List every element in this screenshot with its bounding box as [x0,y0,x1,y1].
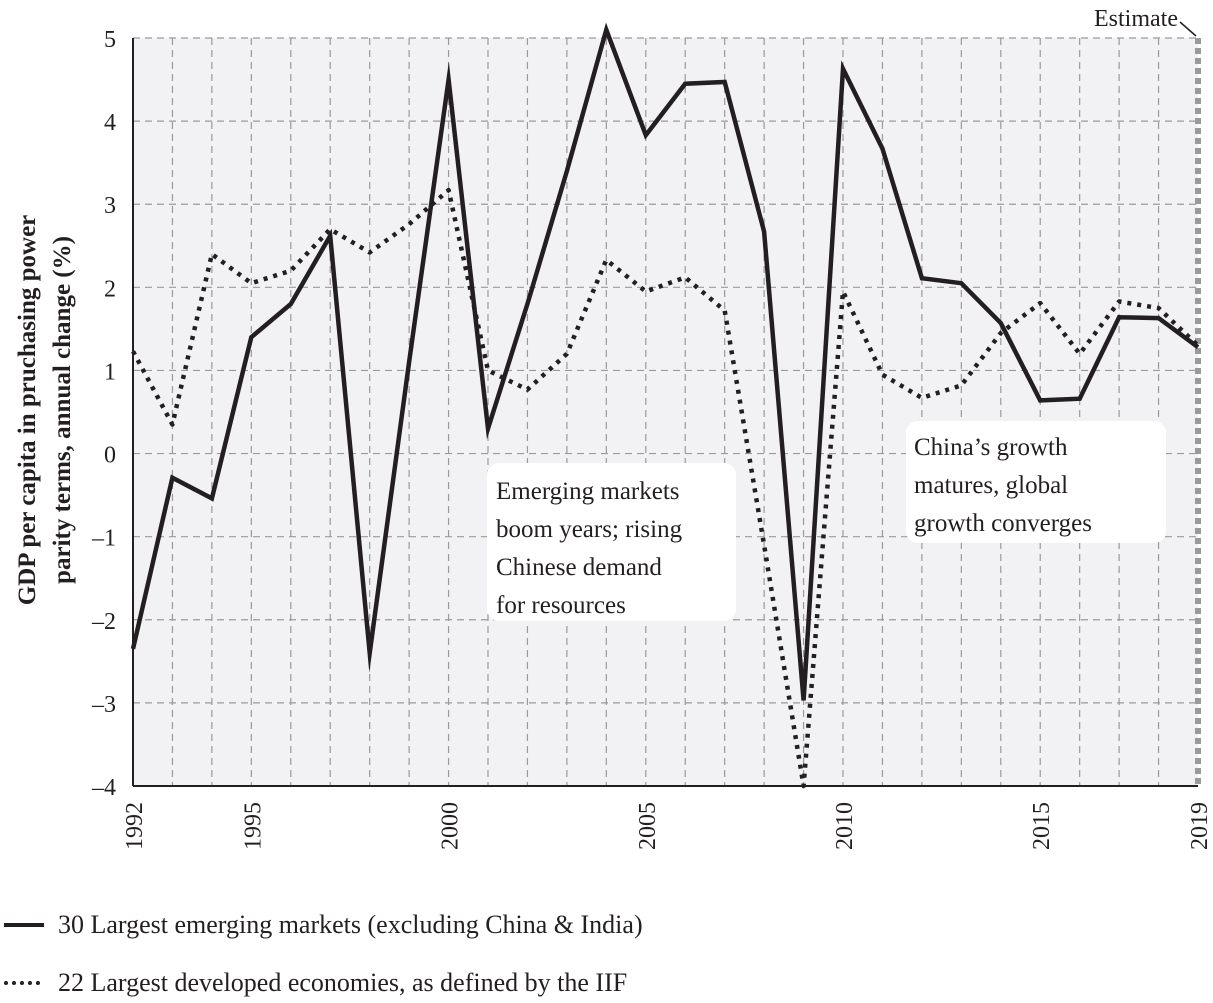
legend-item-emerging: 30 Largest emerging markets (excluding C… [4,910,643,940]
x-tick-label: 2015 [1029,802,1055,850]
y-tick-label: –1 [91,526,116,552]
annotation-line: China’s growth [914,434,1068,461]
y-tick-label: 2 [104,276,116,302]
x-tick-label: 2000 [438,802,464,850]
annotation-box [906,421,1166,543]
x-tick-label: 1995 [240,802,266,850]
estimate-label: Estimate [1094,6,1178,32]
annotation-line: matures, global [914,472,1068,499]
y-tick-label: –3 [91,692,116,718]
annotation-box [487,463,736,621]
y-tick-label: 5 [104,27,116,53]
y-tick-label: 4 [104,110,116,136]
legend-item-developed: 22 Largest developed economies, as defin… [4,968,627,998]
legend-label: 22 Largest developed economies, as defin… [58,968,628,997]
annotation-china-growth: China’s growth matures, global growth co… [906,421,1166,543]
x-tick-labels: 1992 1995 2000 2005 2010 2015 2019 [122,802,1213,850]
estimate-leader-line [1179,21,1197,37]
axes [132,38,1198,787]
series [130,22,1200,789]
x-tick-label: 2019 [1187,802,1213,850]
annotation-line: for resources [496,592,626,619]
series-line-emerging-markets [130,22,1200,701]
annotation-line: Chinese demand [496,554,662,581]
plot-background [133,38,1198,786]
y-tick-label: 3 [104,193,116,219]
dotted-line-swatch-icon [4,981,40,985]
chart: Estimate 5 4 3 2 1 0 –1 –2 –3 –4 1992 1995 2000 2005… [14,6,1213,850]
solid-line-swatch-icon [4,923,44,927]
estimate-marker: Estimate [1094,6,1201,786]
legend-label: 30 Largest emerging markets (excluding C… [58,910,643,939]
y-tick-label: –4 [91,775,116,801]
y-tick-label: 0 [104,443,116,469]
annotation-emerging-markets: Emerging markets boom years; rising Chin… [487,463,736,621]
x-tick-label: 2010 [832,802,858,850]
x-tick-label: 2005 [635,802,661,850]
annotation-line: growth converges [914,510,1092,537]
y-axis-label-line-1: GDP per capita in pruchasing power [14,215,41,606]
y-axis-label: GDP per capita in pruchasing power parit… [14,215,76,606]
annotation-line: Emerging markets [496,478,680,505]
y-tick-label: –2 [91,609,116,635]
y-tick-labels: 5 4 3 2 1 0 –1 –2 –3 –4 [91,27,116,801]
y-axis-label-line-2: parity terms, annual change (%) [49,236,76,584]
y-tick-label: 1 [104,359,116,385]
x-tick-label: 1992 [122,802,148,850]
annotation-line: boom years; rising [496,516,683,543]
